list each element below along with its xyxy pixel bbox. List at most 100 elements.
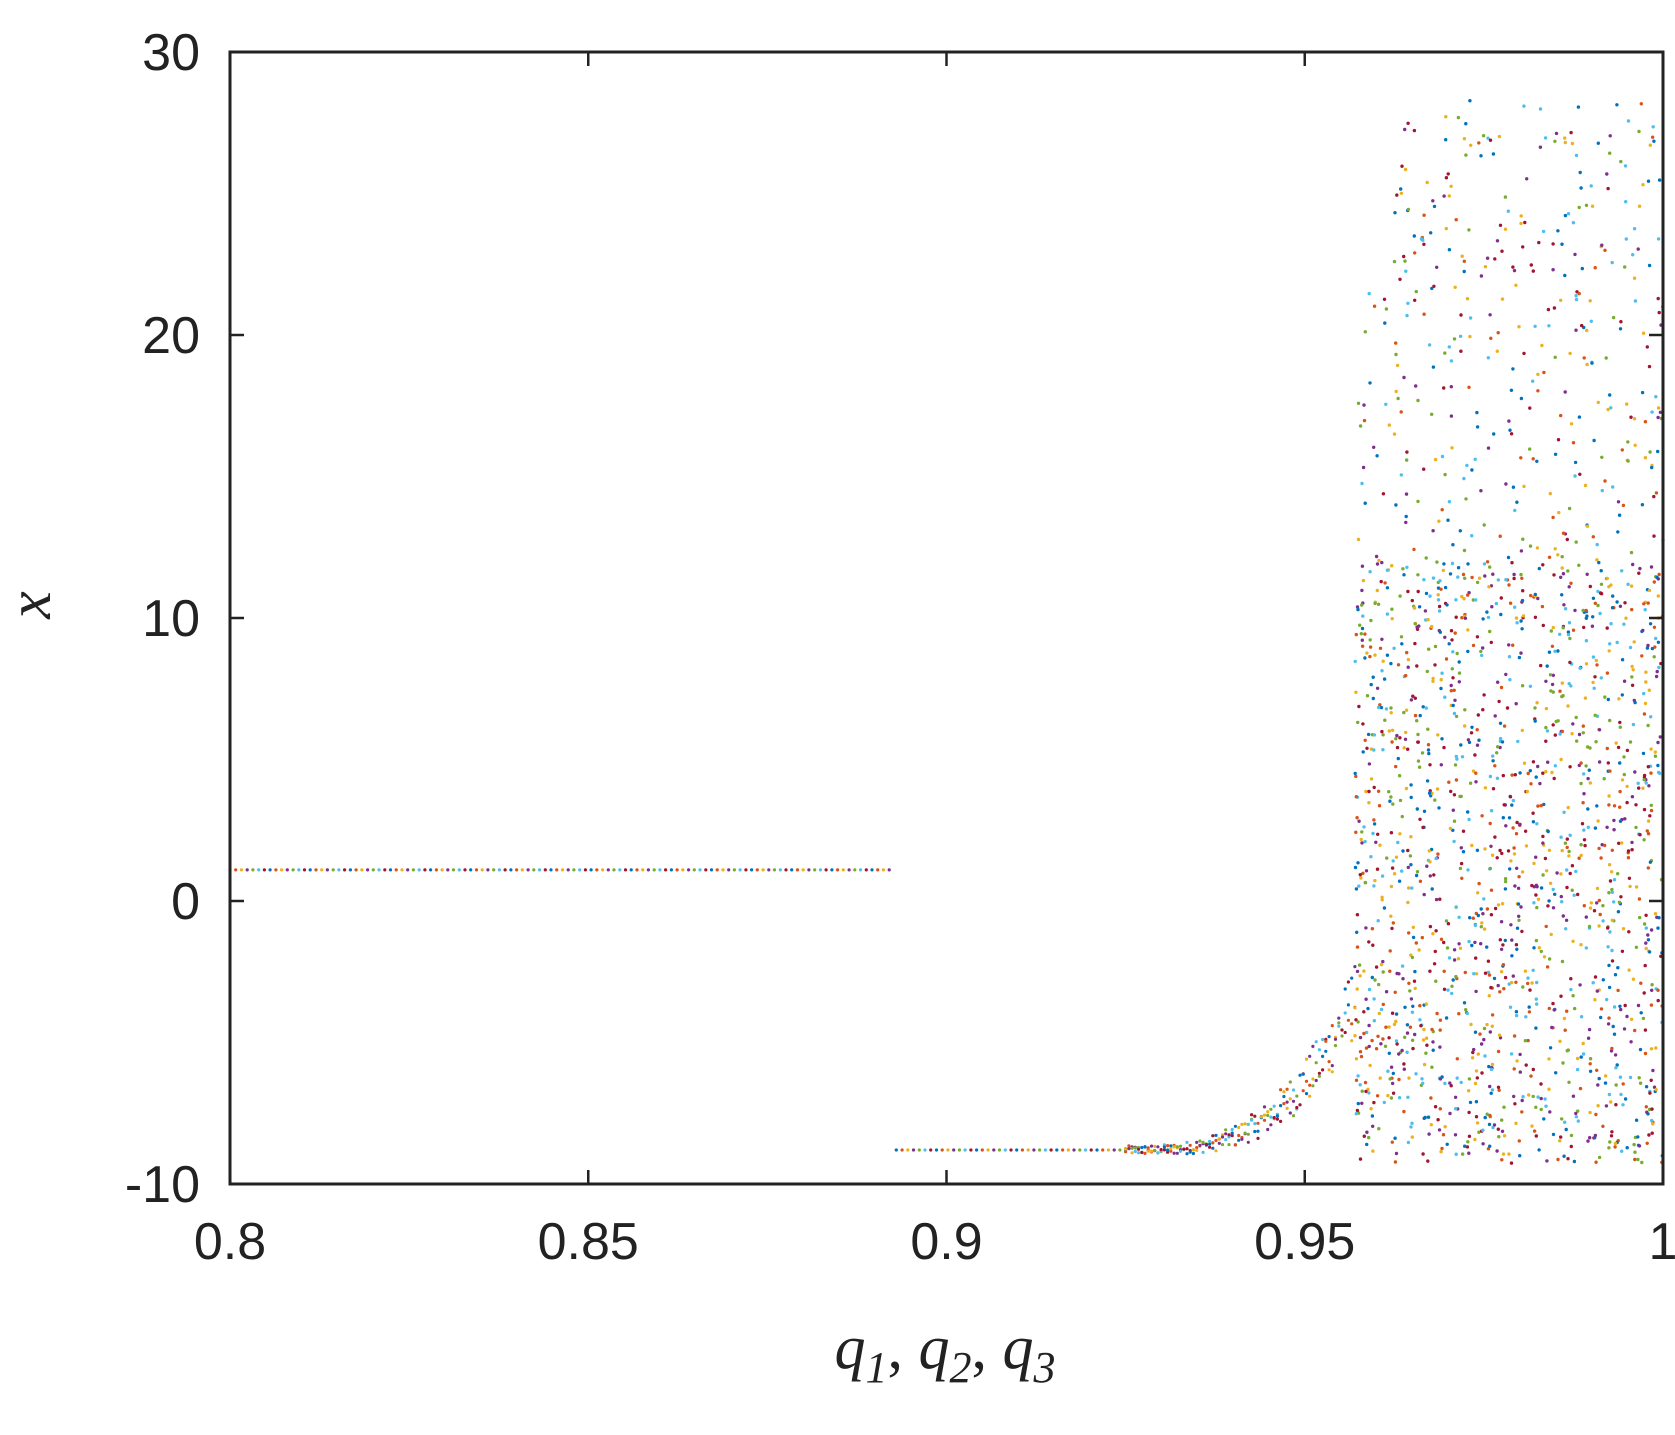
data-point [1473,1030,1478,1034]
data-point [1576,105,1581,109]
data-point [1457,680,1462,684]
data-point [1437,519,1441,523]
data-point [1529,263,1534,267]
data-point [1482,897,1486,901]
data-point [1413,713,1418,718]
data-point [1574,153,1579,158]
data-point [1404,786,1409,791]
data-point [1534,997,1539,1001]
data-point [1488,138,1493,142]
data-point [1552,573,1556,577]
data-point [1568,636,1572,641]
data-point [1376,832,1380,836]
data-point [1470,575,1474,580]
data-point [876,868,880,872]
data-point [732,868,737,872]
data-point [1561,572,1566,576]
data-point [1390,617,1394,621]
data-point [1195,1140,1199,1144]
data-point [1405,1050,1409,1055]
data-point [1353,1034,1357,1038]
data-point [1563,273,1567,278]
data-point [1548,1046,1553,1050]
data-point [1652,1085,1657,1089]
data-point [841,868,845,872]
data-point [1386,1093,1390,1098]
data-point [1605,172,1609,176]
data-point [1473,940,1477,945]
data-point [1582,356,1586,360]
data-point [348,868,352,872]
data-point [1392,872,1397,876]
data-point [1545,869,1549,873]
data-point [1608,151,1612,155]
data-point [1443,472,1447,477]
data-point [635,868,639,872]
data-point [790,868,794,872]
data-point [1354,774,1358,779]
data-point [1415,719,1419,723]
data-point [1371,1149,1375,1153]
data-point [1527,1005,1531,1009]
data-point [1463,576,1467,580]
data-point [1398,798,1403,803]
data-point [1431,679,1435,683]
data-point [1539,663,1543,668]
data-point [1404,514,1408,519]
data-point [1593,975,1598,979]
data-point [1146,1146,1150,1150]
data-point [1580,266,1585,271]
data-point [1559,298,1563,302]
data-point [1650,1131,1654,1135]
data-point [1357,819,1361,823]
data-point [1466,810,1470,814]
data-point [1514,980,1518,984]
data-point [1272,1116,1276,1120]
data-point [1615,600,1619,604]
data-point [1547,1087,1551,1091]
data-point [1378,646,1383,650]
data-point [1520,627,1524,631]
data-point [1587,1027,1592,1032]
data-point [1517,1139,1522,1143]
data-point [1504,824,1508,828]
data-point [1386,1069,1390,1073]
data-point [1579,186,1583,190]
data-point [1631,722,1636,727]
data-point [1169,1144,1173,1148]
data-point [1501,816,1506,820]
data-point [1156,1151,1160,1155]
data-point [1391,921,1396,925]
data-point [1615,103,1619,107]
data-point [1253,1114,1257,1118]
data-point [1418,879,1423,883]
data-point [1612,900,1616,904]
data-point [1656,237,1661,241]
data-point [1641,628,1645,633]
data-point [1401,977,1405,981]
data-point [1531,811,1535,815]
data-point [1442,562,1446,566]
data-point [1577,856,1581,860]
data-point [1617,697,1621,701]
data-point [1362,825,1366,829]
data-point [1451,828,1455,832]
data-point [1580,822,1585,826]
data-point [1546,307,1551,312]
data-point [1308,1094,1312,1098]
data-point [1542,955,1547,959]
data-point [1516,739,1520,744]
data-point [1651,1068,1655,1073]
data-point [1459,743,1463,747]
data-point [1295,1105,1299,1110]
data-point [1629,584,1634,588]
data-point [1489,809,1494,813]
data-point [1639,981,1643,985]
data-point [1443,351,1447,355]
data-point [1535,546,1540,550]
data-point [1406,207,1411,212]
data-point [1461,829,1466,833]
data-point [1459,1080,1463,1085]
data-point [1531,968,1535,972]
data-point [1457,660,1461,664]
